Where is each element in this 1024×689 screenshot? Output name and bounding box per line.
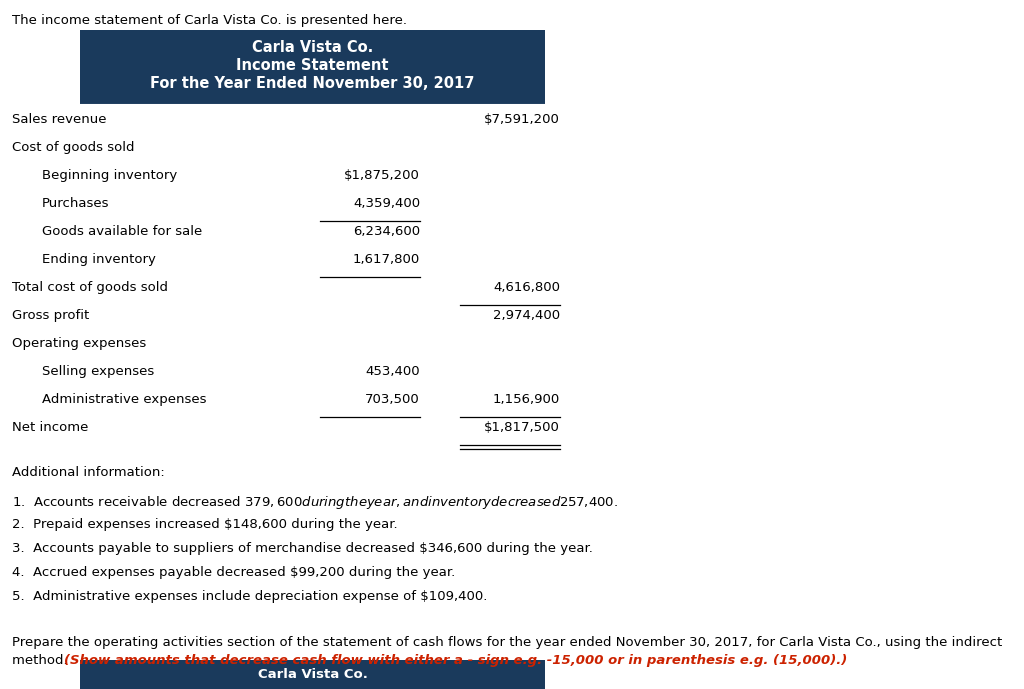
Text: For the Year Ended November 30, 2017: For the Year Ended November 30, 2017 [151,76,475,91]
Text: 1,617,800: 1,617,800 [352,253,420,266]
Text: $7,591,200: $7,591,200 [484,113,560,126]
Text: The income statement of Carla Vista Co. is presented here.: The income statement of Carla Vista Co. … [12,14,407,27]
Text: 2,974,400: 2,974,400 [493,309,560,322]
Bar [80,660,545,689]
Bar [80,30,545,105]
Text: Prepare the operating activities section of the statement of cash flows for the : Prepare the operating activities section… [12,636,1002,649]
Text: Carla Vista Co.: Carla Vista Co. [258,668,368,681]
Text: Additional information:: Additional information: [12,466,165,479]
Text: 5.  Administrative expenses include depreciation expense of $109,400.: 5. Administrative expenses include depre… [12,590,487,603]
Text: 453,400: 453,400 [366,365,420,378]
Text: Purchases: Purchases [42,197,110,210]
Text: Beginning inventory: Beginning inventory [42,169,177,182]
Text: $1,875,200: $1,875,200 [344,169,420,182]
Text: 2.  Prepaid expenses increased $148,600 during the year.: 2. Prepaid expenses increased $148,600 d… [12,518,397,531]
Text: 6,234,600: 6,234,600 [353,225,420,238]
Text: 1,156,900: 1,156,900 [493,393,560,406]
Text: Sales revenue: Sales revenue [12,113,106,126]
Text: 1.  Accounts receivable decreased $379,600 during the year, and inventory decrea: 1. Accounts receivable decreased $379,60… [12,494,618,511]
Text: 3.  Accounts payable to suppliers of merchandise decreased $346,600 during the y: 3. Accounts payable to suppliers of merc… [12,542,593,555]
Text: method.: method. [12,654,72,667]
Text: Gross profit: Gross profit [12,309,89,322]
Text: Total cost of goods sold: Total cost of goods sold [12,281,168,294]
Text: 4.  Accrued expenses payable decreased $99,200 during the year.: 4. Accrued expenses payable decreased $9… [12,566,456,579]
Text: Operating expenses: Operating expenses [12,337,146,350]
Text: $1,817,500: $1,817,500 [484,421,560,434]
Text: 4,359,400: 4,359,400 [353,197,420,210]
Text: 703,500: 703,500 [366,393,420,406]
Text: Administrative expenses: Administrative expenses [42,393,207,406]
Text: Cost of goods sold: Cost of goods sold [12,141,134,154]
Text: Carla Vista Co.: Carla Vista Co. [252,40,373,55]
Text: 4,616,800: 4,616,800 [493,281,560,294]
Text: Selling expenses: Selling expenses [42,365,155,378]
Text: Net income: Net income [12,421,88,434]
Text: Goods available for sale: Goods available for sale [42,225,203,238]
Text: Ending inventory: Ending inventory [42,253,156,266]
Text: (Show amounts that decrease cash flow with either a - sign e.g. -15,000 or in pa: (Show amounts that decrease cash flow wi… [63,654,847,667]
Text: Income Statement: Income Statement [237,58,389,73]
